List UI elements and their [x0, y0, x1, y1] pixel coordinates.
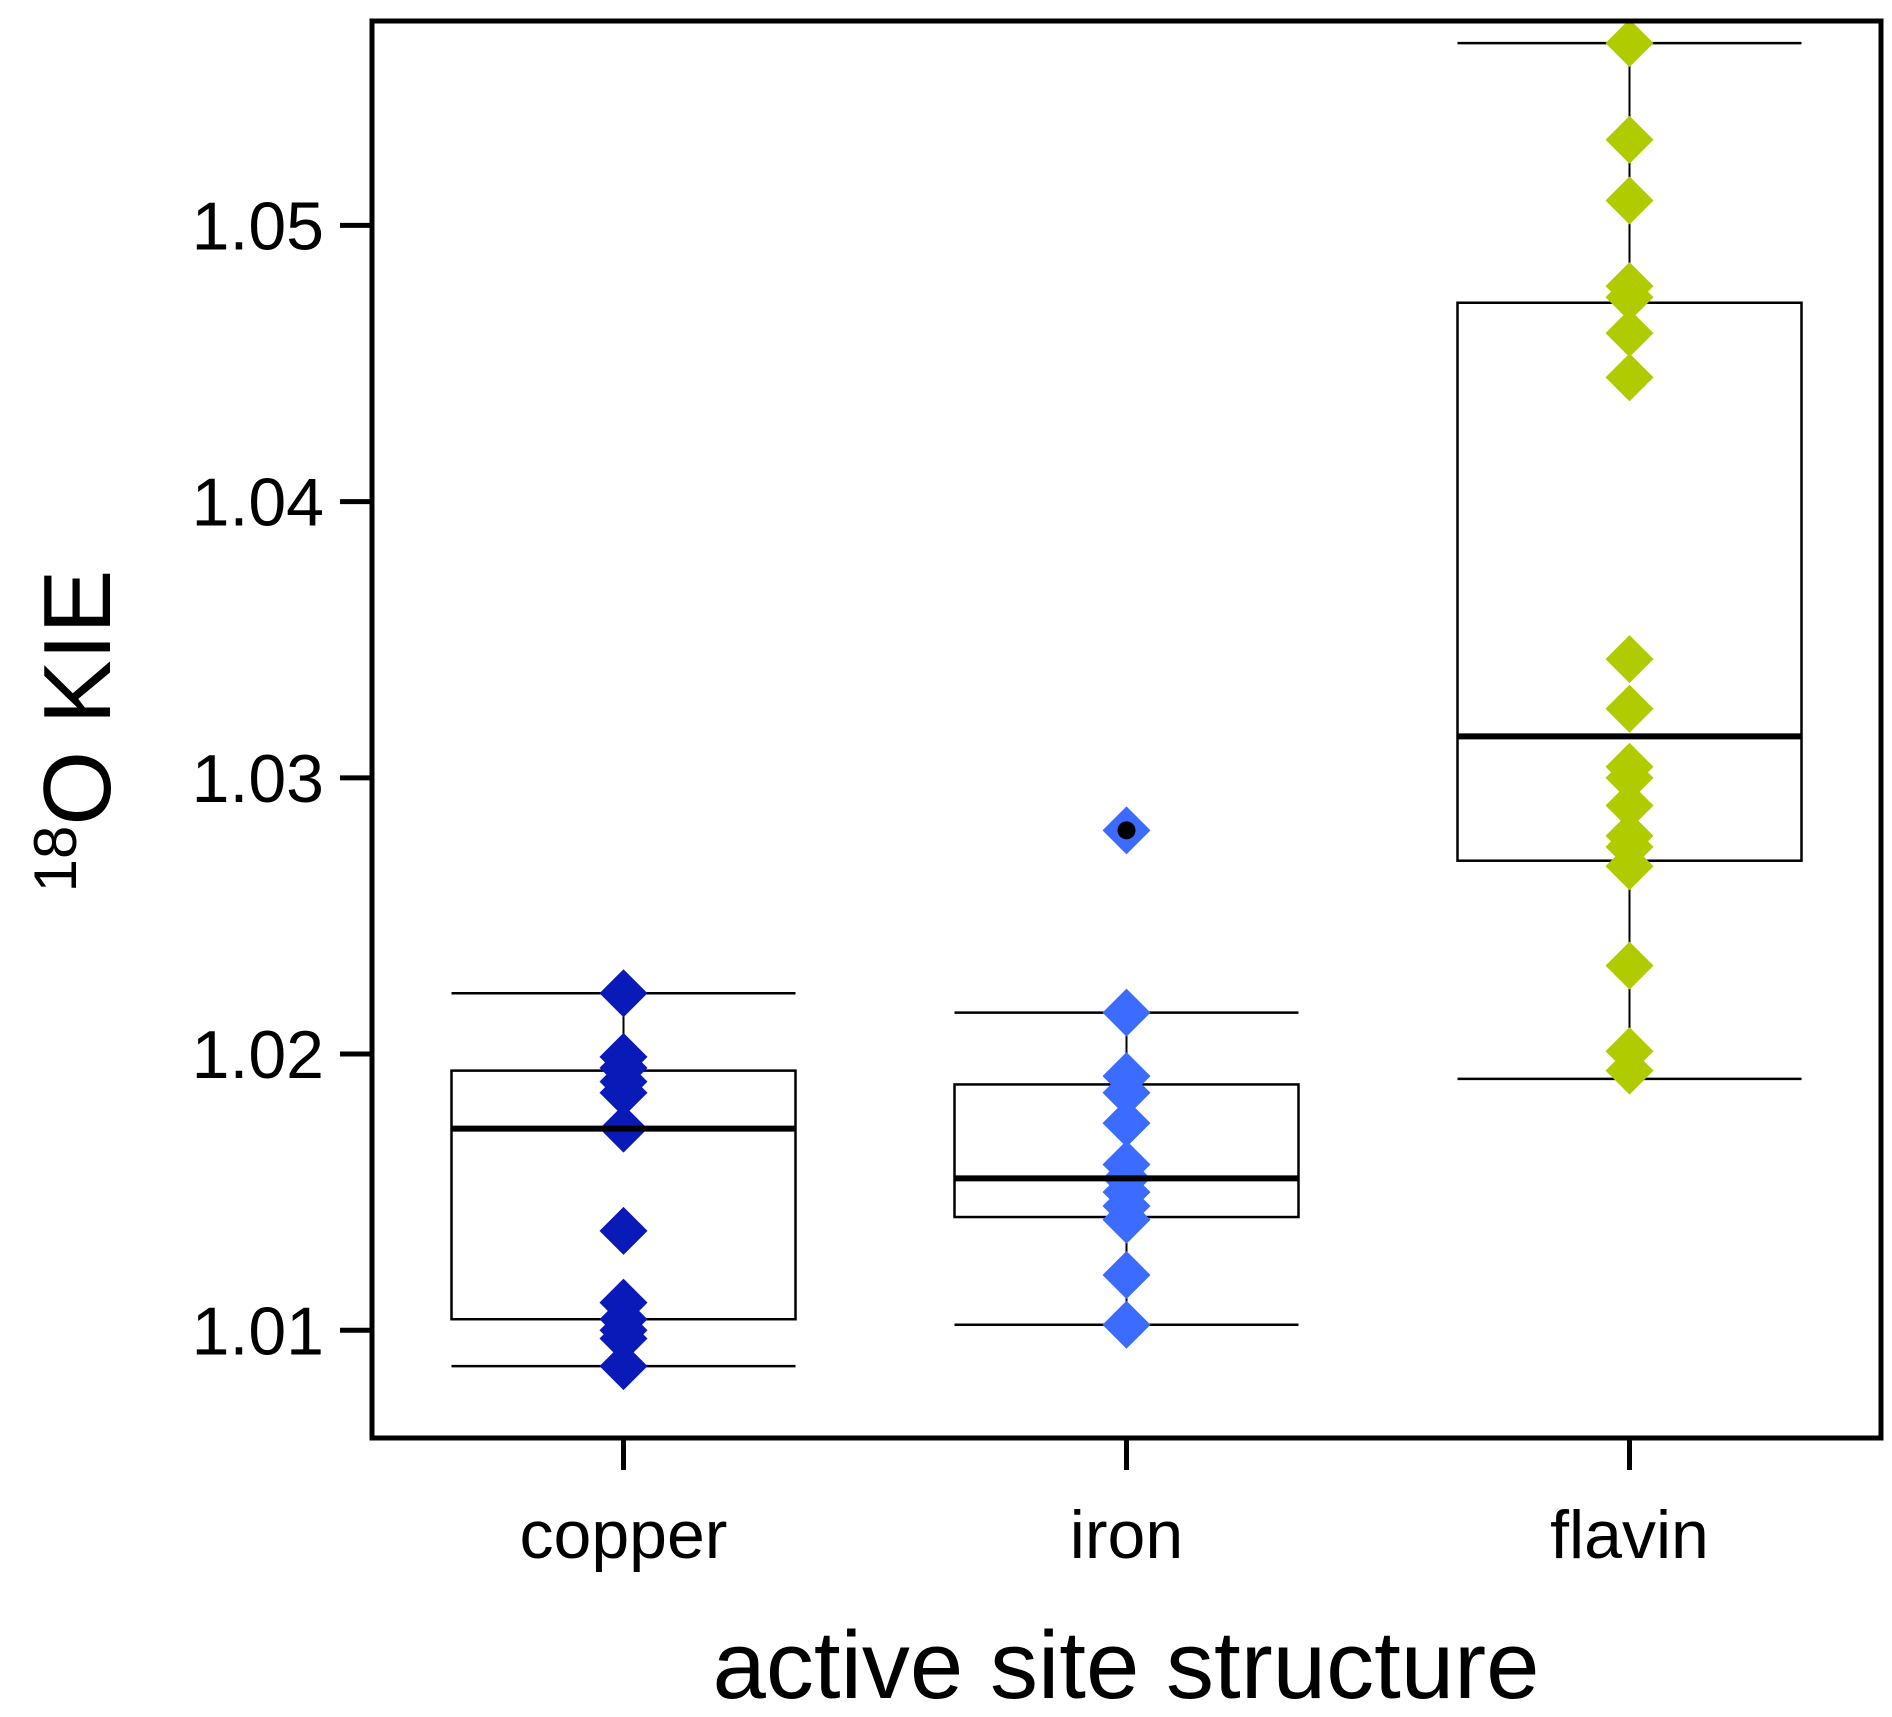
data-point: [1605, 842, 1654, 891]
data-point: [599, 1314, 648, 1363]
group-iron: [953, 806, 1300, 1349]
x-tick-label: copper: [520, 1497, 728, 1573]
y-tick-label: 1.01: [192, 1293, 324, 1369]
x-tick-label: iron: [1070, 1497, 1183, 1573]
data-point: [599, 1068, 648, 1117]
data-point: [1605, 19, 1654, 68]
y-axis-title-superscript: 18: [22, 826, 89, 893]
data-point: [1605, 781, 1654, 830]
y-axis: 1.01 1.02 1.03 1.04 1.05: [192, 188, 372, 1369]
y-axis-title: 18O KIE: [22, 570, 131, 893]
outlier-point: [1117, 821, 1136, 840]
x-tick-label: flavin: [1550, 1497, 1709, 1573]
x-axis: copper iron flavin: [520, 1438, 1709, 1573]
data-point: [1102, 988, 1151, 1037]
y-tick-label: 1.03: [192, 741, 324, 817]
group-copper: [450, 969, 797, 1391]
data-point: [1102, 1300, 1151, 1349]
data-point: [599, 1206, 648, 1255]
data-point: [1605, 635, 1654, 684]
y-tick-label: 1.05: [192, 188, 324, 264]
data-point: [1605, 1046, 1654, 1095]
data-point: [1605, 941, 1654, 990]
data-point: [1102, 1251, 1151, 1300]
data-point: [1605, 684, 1654, 733]
data-point: [1605, 353, 1654, 402]
data-point: [1102, 1099, 1151, 1148]
data-point: [599, 969, 648, 1018]
data-point: [1605, 115, 1654, 164]
y-axis-title-main: O KIE: [24, 570, 131, 826]
data-point: [1605, 309, 1654, 358]
data-point: [1102, 1068, 1151, 1117]
y-tick-label: 1.04: [192, 465, 324, 541]
y-tick-label: 1.02: [192, 1017, 324, 1093]
plot-marks: [450, 19, 1803, 1391]
data-point: [1605, 273, 1654, 322]
data-point: [1605, 176, 1654, 225]
data-point: [1605, 753, 1654, 802]
data-point: [1102, 1195, 1151, 1244]
group-flavin: [1456, 19, 1803, 1095]
x-axis-title: active site structure: [713, 1612, 1540, 1717]
data-point: [599, 1342, 648, 1391]
